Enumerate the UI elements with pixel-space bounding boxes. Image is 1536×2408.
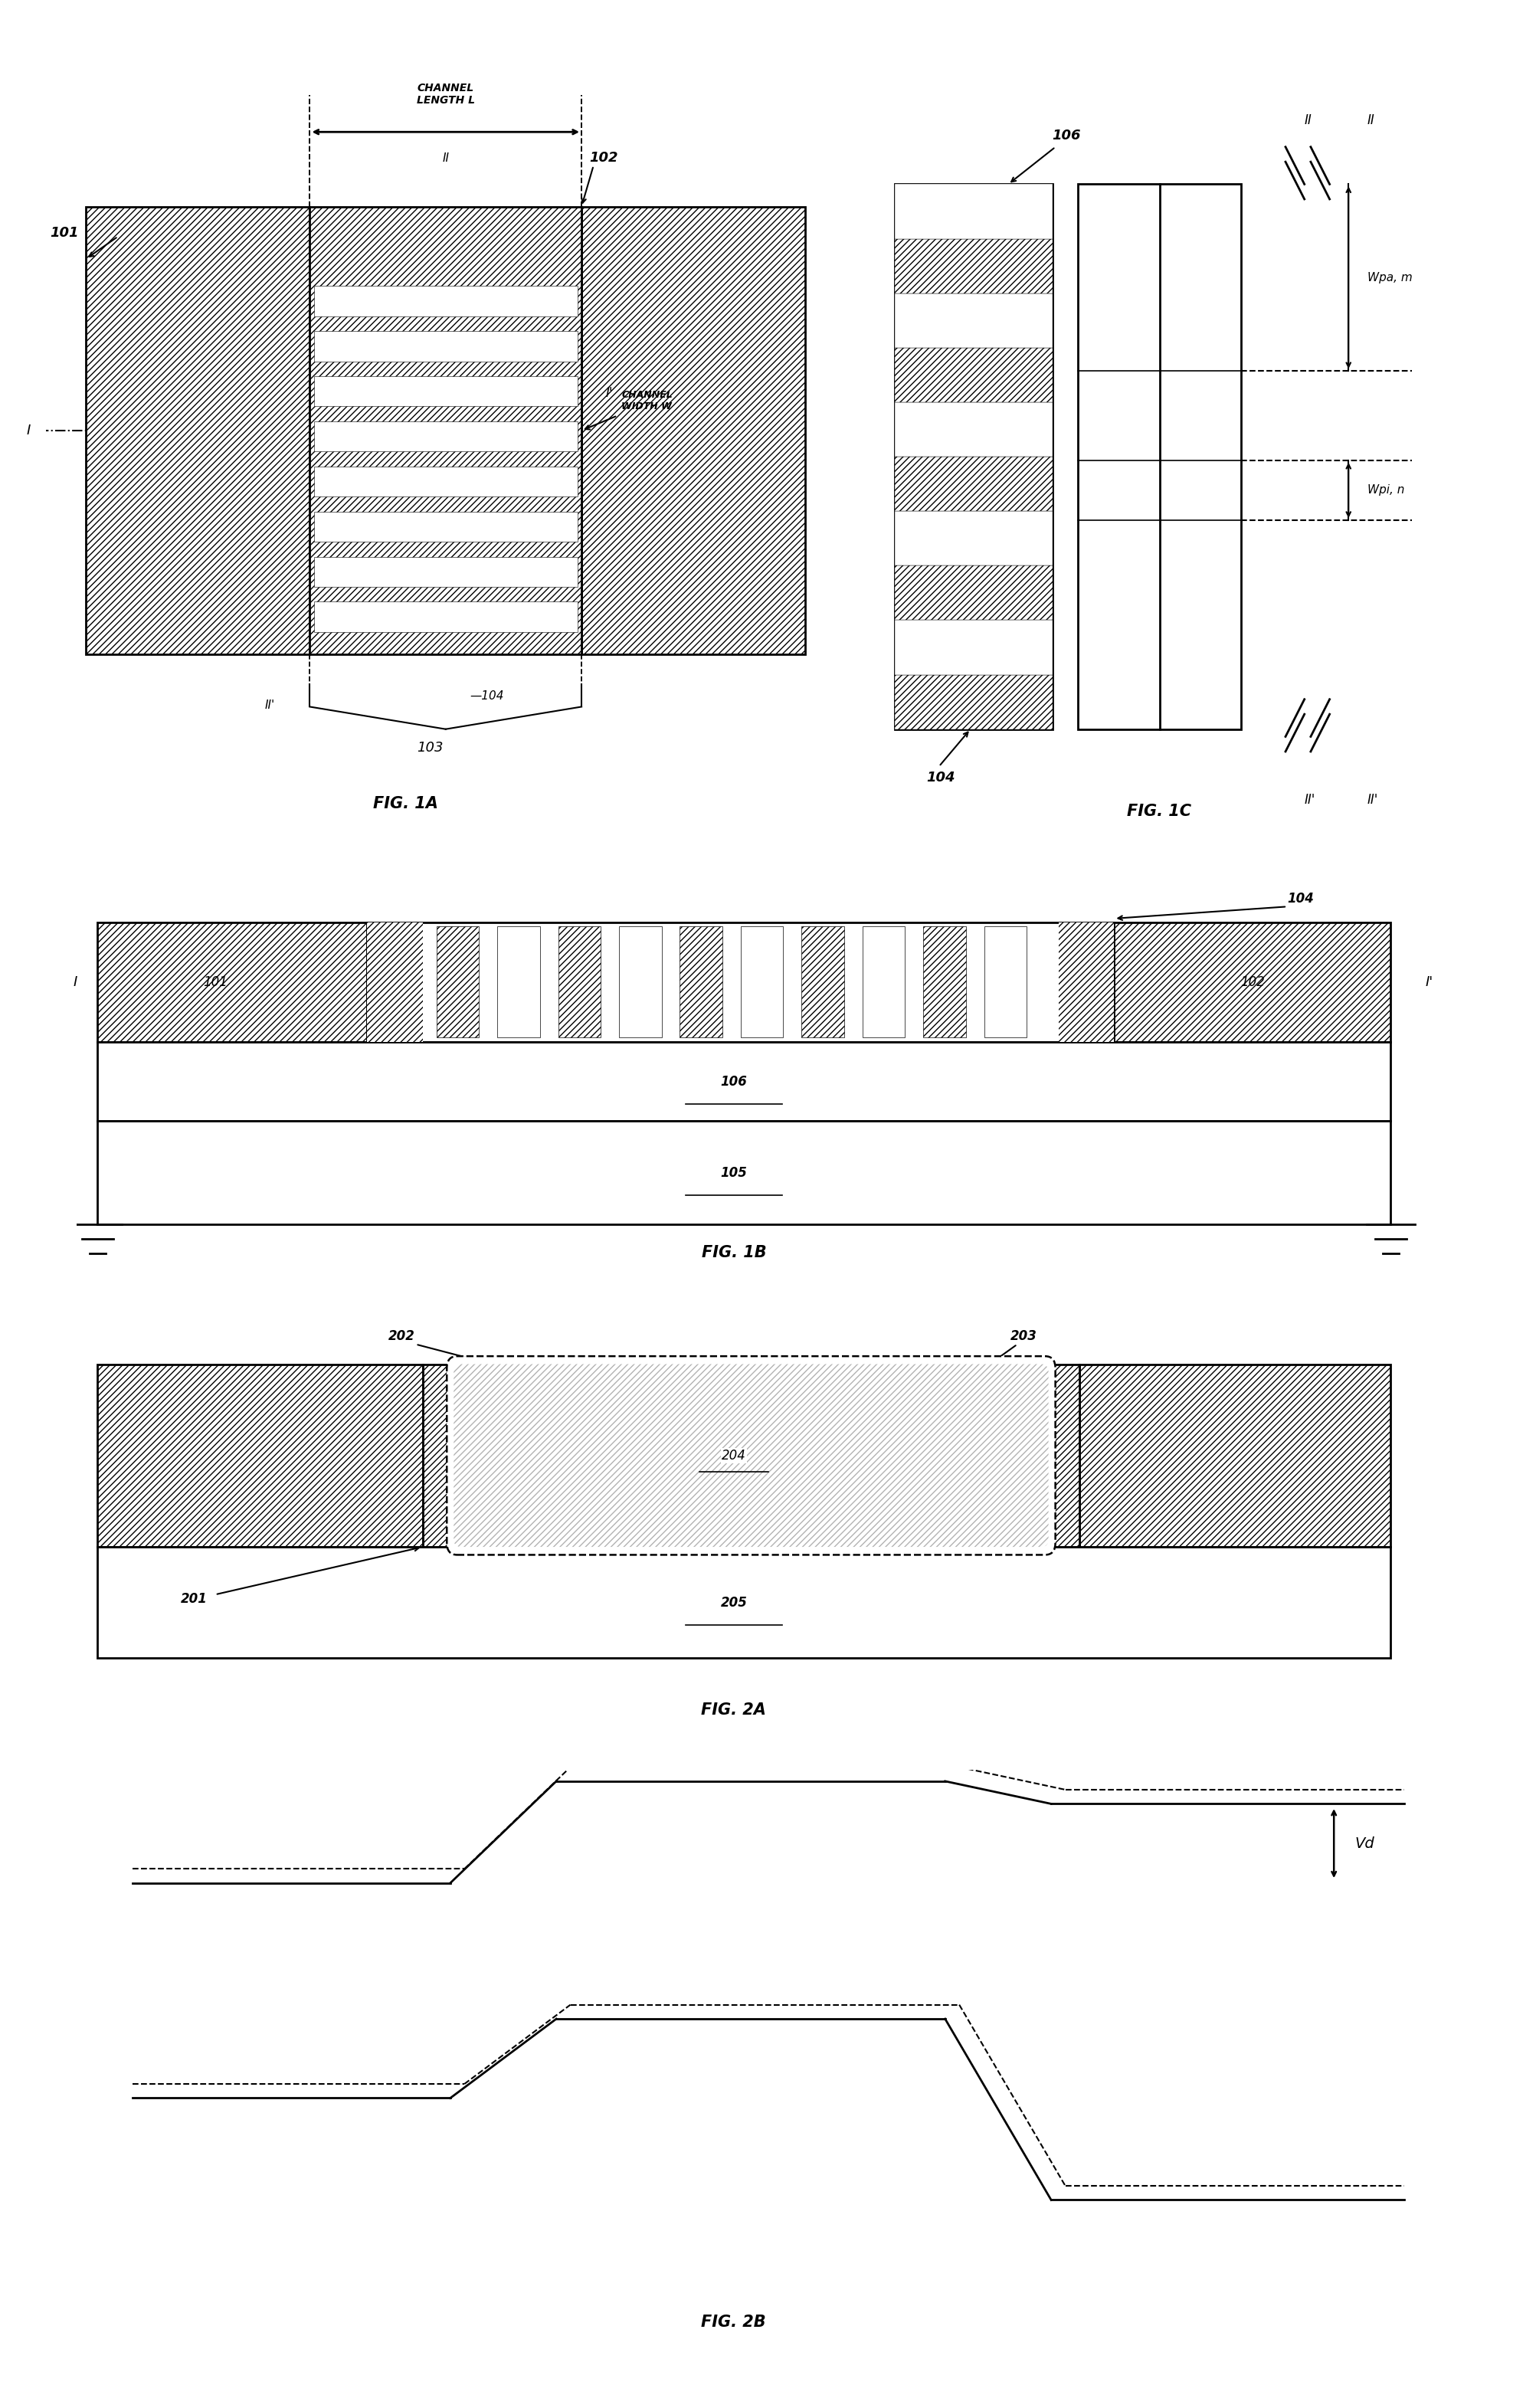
Text: 102: 102 [1240, 975, 1264, 990]
Bar [1114, 922, 1390, 1043]
Bar [313, 376, 578, 407]
Text: 101: 101 [51, 226, 78, 238]
Bar [679, 927, 722, 1038]
Text: FIG. 1B: FIG. 1B [700, 1245, 766, 1259]
Bar [983, 927, 1026, 1038]
Bar [923, 927, 966, 1038]
Text: 101: 101 [203, 975, 227, 990]
Text: I': I' [605, 385, 613, 400]
Bar [436, 927, 479, 1038]
Bar [894, 458, 1052, 510]
Text: 202: 202 [387, 1329, 415, 1344]
Bar [1077, 185, 1241, 730]
Text: —104: —104 [470, 691, 504, 701]
Bar [894, 621, 1052, 674]
Text: II: II [1304, 113, 1312, 128]
Bar [740, 927, 783, 1038]
Bar [894, 347, 1052, 402]
Text: Wpa, m: Wpa, m [1367, 272, 1412, 284]
Text: 104: 104 [926, 771, 954, 785]
FancyBboxPatch shape [453, 1363, 1048, 1546]
Bar [313, 421, 578, 453]
Bar [98, 1043, 1390, 1122]
Text: I: I [26, 424, 31, 438]
Bar [802, 927, 843, 1038]
Bar [498, 927, 539, 1038]
Text: 106: 106 [720, 1074, 746, 1088]
Bar [313, 602, 578, 631]
Text: 205: 205 [720, 1597, 746, 1609]
Text: II': II' [264, 698, 275, 710]
Text: II': II' [1367, 792, 1378, 807]
Bar [313, 287, 578, 315]
Bar [313, 467, 578, 496]
Text: FIG. 2B: FIG. 2B [700, 2314, 765, 2331]
Bar [367, 922, 1114, 1043]
Text: 106: 106 [1052, 128, 1080, 142]
Text: II: II [442, 152, 449, 164]
Text: II': II' [1304, 792, 1315, 807]
Text: II: II [1367, 113, 1375, 128]
Bar [98, 1363, 422, 1546]
Bar [310, 207, 581, 655]
Text: 102: 102 [590, 152, 617, 164]
Text: 103: 103 [416, 742, 442, 754]
Bar [1058, 922, 1114, 1043]
Bar [98, 1546, 1390, 1659]
Bar [894, 185, 1052, 730]
Bar [894, 183, 1052, 238]
Bar [313, 330, 578, 361]
Text: 201: 201 [181, 1592, 207, 1606]
Text: CHANNEL
WIDTH W: CHANNEL WIDTH W [621, 390, 673, 412]
Bar [86, 207, 310, 655]
Text: I: I [72, 975, 77, 990]
Bar [367, 922, 422, 1043]
Bar [98, 922, 367, 1043]
Text: CHANNEL
LENGTH L: CHANNEL LENGTH L [416, 82, 475, 106]
Text: Wpi, n: Wpi, n [1367, 484, 1404, 496]
Bar [894, 674, 1052, 730]
Bar [894, 566, 1052, 621]
Bar [313, 510, 578, 542]
Text: FIG. 2A: FIG. 2A [700, 1702, 766, 1717]
Bar [581, 207, 805, 655]
Text: I': I' [1425, 975, 1433, 990]
Bar [894, 238, 1052, 294]
Bar [558, 927, 601, 1038]
FancyBboxPatch shape [447, 1356, 1055, 1556]
Bar [619, 927, 662, 1038]
Bar [862, 927, 905, 1038]
Text: FIG. 1A: FIG. 1A [373, 797, 438, 811]
Bar [894, 402, 1052, 458]
Text: Vd: Vd [1355, 1837, 1375, 1852]
Text: 104: 104 [1287, 891, 1313, 905]
Bar [313, 556, 578, 588]
Text: 105: 105 [720, 1165, 746, 1180]
Text: 204: 204 [722, 1450, 745, 1462]
Text: 203: 203 [1011, 1329, 1037, 1344]
Bar [894, 294, 1052, 347]
Bar [422, 1363, 1078, 1546]
Text: FIG. 1C: FIG. 1C [1127, 804, 1190, 819]
Bar [894, 510, 1052, 566]
Bar [98, 1122, 1390, 1223]
Bar [1078, 1363, 1390, 1546]
